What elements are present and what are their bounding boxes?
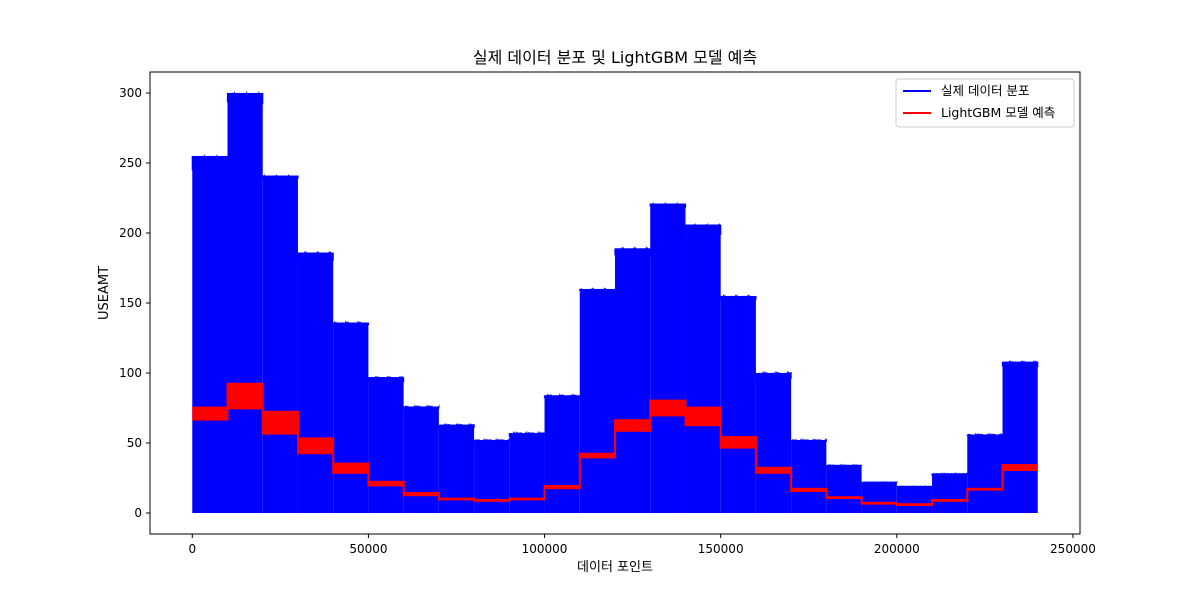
actual-spikes-0	[191, 154, 229, 171]
prediction-segment-1	[227, 382, 263, 410]
prediction-segment-20	[896, 503, 933, 506]
actual-segment-23	[1002, 361, 1038, 513]
actual-segment-22	[967, 434, 1003, 513]
prediction-segment-8	[474, 499, 510, 502]
y-tick-label-3: 150	[119, 296, 142, 310]
prediction-segment-3	[297, 437, 334, 455]
x-tick-label-2: 100000	[522, 542, 568, 556]
prediction-segment-16	[755, 466, 792, 474]
actual-spikes-15	[720, 294, 757, 305]
prediction-segment-12	[615, 419, 651, 432]
prediction-segment-14	[685, 406, 721, 427]
actual-spikes-6	[403, 404, 440, 412]
actual-segment-19	[861, 482, 897, 513]
plot-area	[191, 91, 1039, 513]
prediction-segment-23	[1002, 464, 1038, 471]
actual-segment-17	[791, 440, 827, 513]
actual-spikes-18	[825, 463, 863, 470]
actual-spikes-11	[579, 287, 616, 299]
y-tick-label-6: 300	[119, 86, 142, 100]
prediction-segment-5	[368, 480, 404, 487]
actual-spikes-2	[262, 174, 299, 190]
prediction-segment-13	[650, 399, 686, 417]
prediction-segment-18	[826, 496, 862, 499]
prediction-segment-9	[509, 497, 545, 501]
actual-spikes-9	[508, 430, 546, 438]
actual-segment-6	[403, 406, 439, 513]
actual-segment-1	[227, 93, 263, 513]
prediction-segment-15	[720, 436, 756, 449]
actual-segment-15	[720, 296, 756, 513]
actual-spikes-16	[755, 370, 792, 379]
y-tick-label-1: 50	[127, 436, 142, 450]
actual-segment-8	[474, 440, 510, 513]
actual-segment-21	[932, 473, 968, 513]
actual-segment-18	[826, 465, 862, 513]
x-axis-label: 데이터 포인트	[577, 560, 653, 575]
actual-segment-5	[368, 377, 404, 513]
prediction-segment-7	[438, 497, 475, 501]
legend-label-prediction: LightGBM 모델 예측	[941, 105, 1055, 120]
actual-segment-11	[579, 289, 615, 513]
legend: 실제 데이터 분포 LightGBM 모델 예측	[895, 78, 1075, 128]
prediction-segment-22	[967, 487, 1003, 491]
x-tick-label-5: 250000	[1050, 542, 1096, 556]
actual-segment-10	[544, 395, 580, 513]
actual-segment-13	[650, 203, 686, 513]
x-tick-label-1: 50000	[349, 542, 387, 556]
prediction-segment-10	[544, 485, 580, 490]
prediction-segment-21	[932, 499, 968, 502]
actual-segment-20	[896, 486, 933, 513]
actual-spikes-1	[226, 91, 264, 110]
actual-segment-4	[333, 322, 369, 513]
y-tick-label-5: 250	[119, 156, 142, 170]
x-tick-label-0: 0	[188, 542, 196, 556]
prediction-segment-17	[791, 487, 827, 492]
actual-segment-2	[262, 175, 298, 513]
y-axis-label: USEAMT	[97, 266, 112, 320]
actual-spikes-20	[896, 485, 933, 489]
actual-spikes-10	[543, 393, 581, 401]
prediction-segment-4	[333, 462, 369, 474]
actual-spikes-4	[332, 320, 369, 331]
actual-segment-14	[685, 224, 721, 513]
legend-frame	[895, 78, 1075, 128]
actual-spikes-13	[649, 202, 687, 217]
actual-spikes-22	[966, 432, 1004, 439]
x-tick-label-4: 200000	[874, 542, 920, 556]
y-tick-label-2: 100	[119, 366, 142, 380]
actual-segment-16	[755, 373, 792, 513]
actual-segment-12	[615, 248, 651, 513]
y-tick-label-0: 0	[134, 506, 142, 520]
prediction-segment-2	[262, 410, 298, 435]
actual-spikes-19	[861, 480, 898, 485]
actual-spikes-23	[1001, 359, 1039, 368]
actual-segment-9	[509, 433, 545, 513]
prediction-segment-6	[403, 492, 439, 497]
actual-spikes-7	[438, 422, 475, 429]
actual-spikes-12	[614, 246, 651, 260]
actual-spikes-21	[931, 472, 968, 478]
axes: 0 50000 100000 150000 200000 250000 0 50 100 150 2…	[119, 71, 1096, 556]
actual-spikes-8	[473, 438, 510, 445]
actual-spikes-17	[790, 437, 827, 445]
actual-spikes-3	[297, 250, 334, 264]
actual-spikes-5	[367, 375, 405, 383]
prediction-segment-19	[861, 501, 897, 505]
x-tick-label-3: 150000	[698, 542, 744, 556]
prediction-segment-11	[579, 452, 615, 459]
chart-title: 실제 데이터 분포 및 LightGBM 모델 예측	[473, 48, 757, 67]
y-tick-label-4: 200	[119, 226, 142, 240]
actual-spikes-14	[684, 223, 722, 237]
prediction-segment-0	[192, 406, 228, 421]
legend-label-actual: 실제 데이터 분포	[941, 83, 1029, 98]
actual-segment-3	[297, 252, 334, 513]
actual-segment-0	[192, 156, 228, 513]
